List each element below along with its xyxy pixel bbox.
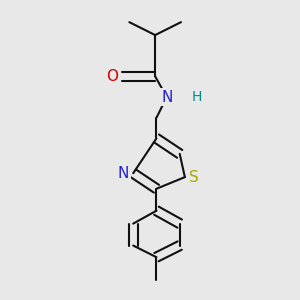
Text: H: H [191, 90, 202, 104]
Text: O: O [106, 69, 118, 84]
Text: N: N [161, 90, 172, 105]
Text: S: S [189, 169, 199, 184]
Text: N: N [118, 166, 129, 181]
